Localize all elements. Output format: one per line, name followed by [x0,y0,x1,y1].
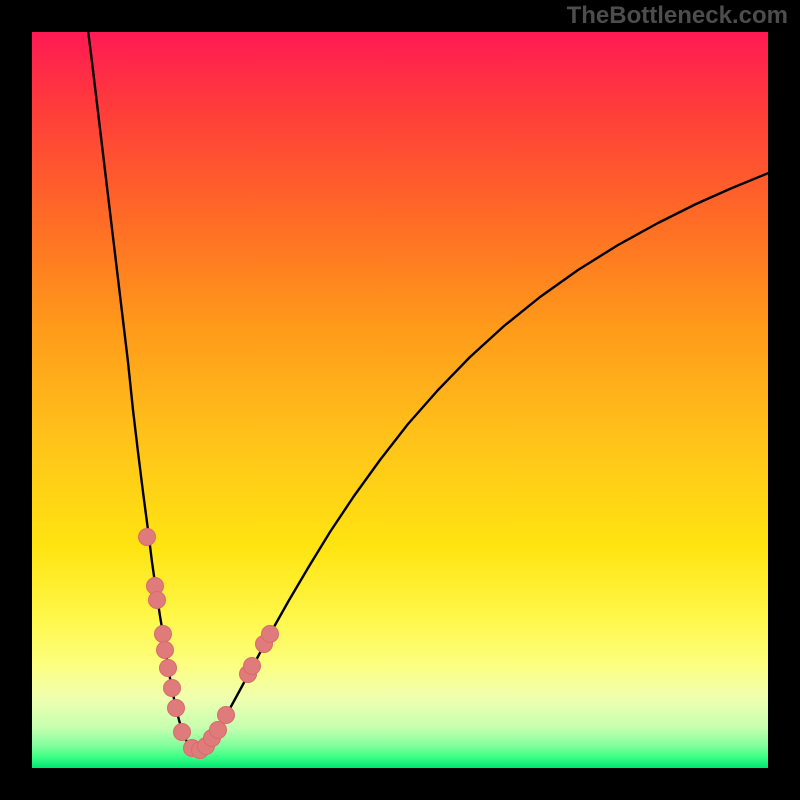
data-marker [164,680,181,697]
data-marker [262,626,279,643]
chart-container: TheBottleneck.com [0,0,800,800]
watermark-label: TheBottleneck.com [567,2,788,30]
plot-area [32,32,768,768]
data-marker [155,626,172,643]
data-marker [168,700,185,717]
data-marker [139,529,156,546]
data-marker [157,642,174,659]
data-marker [210,722,227,739]
data-marker [218,707,235,724]
data-marker [174,724,191,741]
data-marker [160,660,177,677]
data-marker [244,658,261,675]
data-marker [149,592,166,609]
curve-left [87,32,197,753]
curve-right [197,168,768,753]
curve-layer [32,32,768,768]
